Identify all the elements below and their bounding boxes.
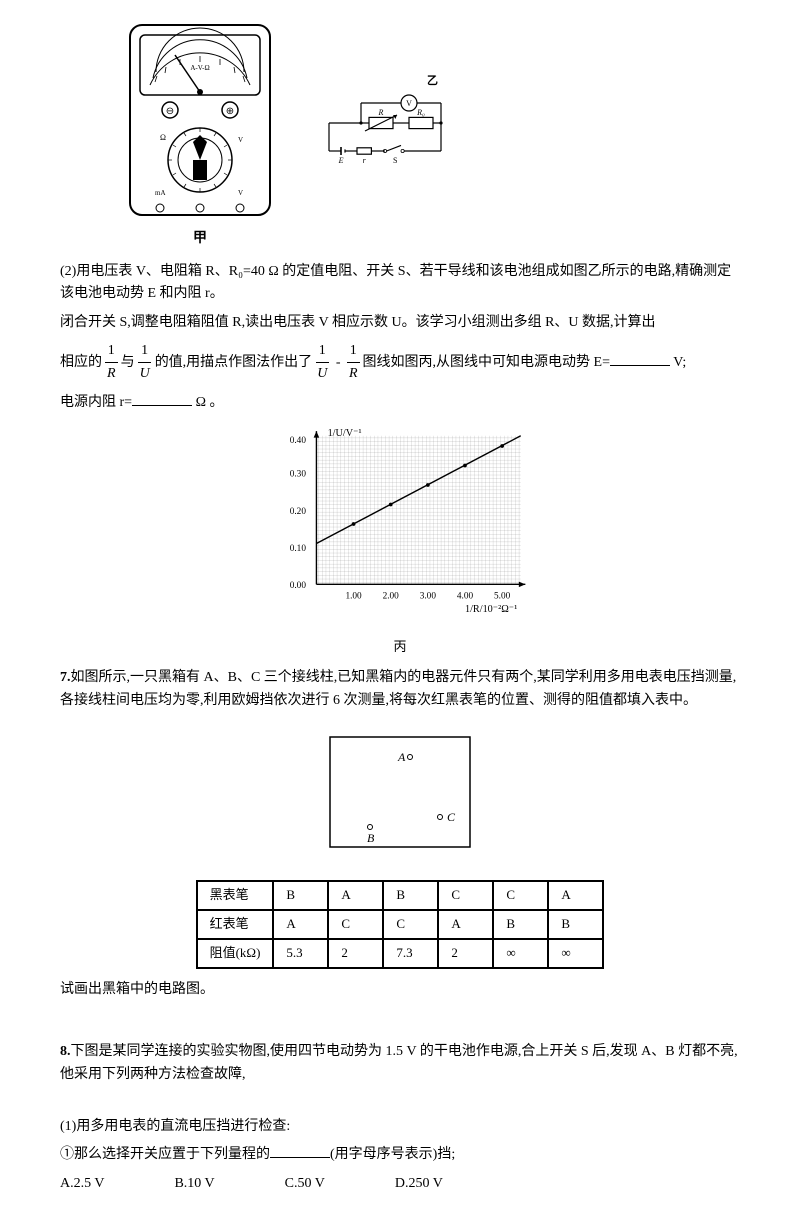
table-row: 红表笔 AC CA BB [197, 910, 604, 939]
svg-text:A-V-Ω: A-V-Ω [190, 64, 209, 72]
option-d: D.250 V [395, 1173, 443, 1195]
svg-text:4.00: 4.00 [457, 591, 474, 601]
chart-label: 丙 [60, 637, 740, 658]
svg-text:S: S [393, 156, 397, 165]
svg-text:⊕: ⊕ [226, 106, 234, 117]
svg-text:R₀: R₀ [416, 108, 425, 117]
q6-part2-intro: (2)用电压表 V、电阻箱 R、R₀=40 Ω 的定值电阻、开关 S、若干导线和… [60, 261, 740, 306]
q8-part1-q: ①那么选择开关应置于下列量程的(用字母序号表示)挡; [60, 1144, 740, 1166]
svg-text:0.10: 0.10 [290, 544, 307, 554]
svg-text:⊖: ⊖ [166, 106, 174, 117]
q8-number: 8. [60, 1044, 71, 1059]
q8-part1-intro: (1)用多用电表的直流电压挡进行检查: [60, 1116, 740, 1138]
svg-text:1/R/10⁻²Ω⁻¹: 1/R/10⁻²Ω⁻¹ [465, 604, 517, 615]
svg-text:C: C [447, 810, 456, 824]
chart-graph: 0.00 0.10 0.20 0.30 0.40 1.00 2.00 3.00 … [270, 424, 530, 624]
multimeter-figure: A-V-Ω ⊖ ⊕ Ω V mA V [120, 20, 280, 220]
svg-text:2.00: 2.00 [383, 591, 400, 601]
option-c: C.50 V [285, 1173, 325, 1195]
svg-text:3.00: 3.00 [420, 591, 437, 601]
svg-text:5.00: 5.00 [494, 591, 511, 601]
svg-text:1.00: 1.00 [345, 591, 362, 601]
table-row: 黑表笔 BA BC CA [197, 881, 604, 910]
svg-text:V: V [406, 99, 412, 108]
q7-number: 7. [60, 670, 71, 685]
q8-text: 下图是某同学连接的实验实物图,使用四节电动势为 1.5 V 的干电池作电源,合上… [60, 1044, 738, 1081]
meter-label: 甲 [120, 228, 280, 250]
option-b: B.10 V [174, 1173, 214, 1195]
svg-text:0.30: 0.30 [290, 470, 307, 480]
q7-text: 如图所示,一只黑箱有 A、B、C 三个接线柱,已知黑箱内的电器元件只有两个,某同… [60, 670, 736, 707]
svg-text:E: E [338, 156, 344, 165]
svg-text:0.20: 0.20 [290, 507, 307, 517]
svg-text:V: V [238, 136, 243, 144]
svg-text:0.40: 0.40 [290, 436, 307, 446]
svg-text:V: V [238, 189, 243, 197]
q6-method-line2: 相应的1R与1U的值,用描点作图法作出了1U - 1R图线如图丙,从图线中可知电… [60, 340, 740, 386]
blackbox-figure: A B C [320, 727, 480, 857]
svg-text:A: A [397, 750, 406, 764]
circuit-diagram: V R R₀ [310, 91, 460, 171]
svg-text:0.00: 0.00 [290, 581, 307, 591]
svg-text:1/U/V⁻¹: 1/U/V⁻¹ [328, 428, 362, 439]
svg-text:R: R [378, 108, 384, 117]
measurement-table: 黑表笔 BA BC CA 红表笔 AC CA BB 阻值(kΩ) 5.32 7.… [196, 880, 605, 968]
q7-task: 试画出黑箱中的电路图。 [60, 979, 740, 1001]
circuit-label-top: 乙 [427, 73, 438, 91]
table-row: 阻值(kΩ) 5.32 7.32 ∞∞ [197, 939, 604, 968]
option-a: A.2.5 V [60, 1173, 104, 1195]
q6-method-line1: 闭合开关 S,调整电阻箱阻值 R,读出电压表 V 相应示数 U。该学习小组测出多… [60, 312, 740, 334]
svg-text:Ω: Ω [160, 133, 166, 142]
svg-text:B: B [367, 831, 375, 845]
q8-options: A.2.5 V B.10 V C.50 V D.250 V [60, 1173, 740, 1195]
svg-text:mA: mA [155, 189, 166, 197]
q6-method-line3: 电源内阻 r= Ω 。 [60, 392, 740, 414]
svg-text:r: r [363, 156, 367, 165]
